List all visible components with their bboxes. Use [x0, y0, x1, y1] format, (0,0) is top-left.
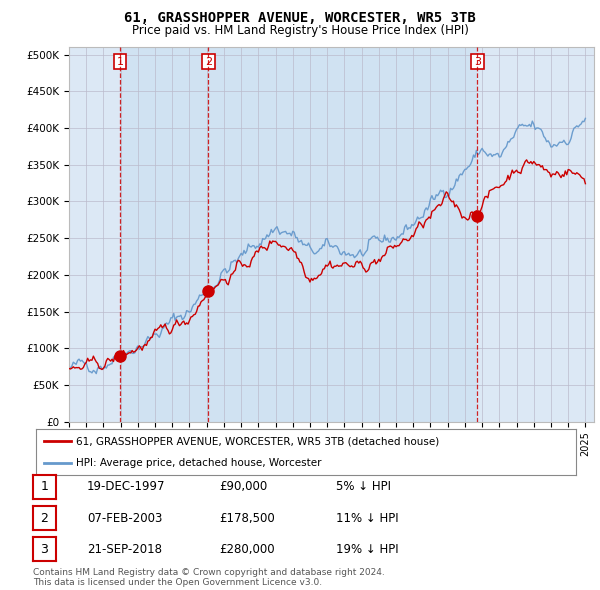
- Text: 3: 3: [474, 57, 481, 67]
- Text: 19% ↓ HPI: 19% ↓ HPI: [336, 543, 398, 556]
- Text: 3: 3: [40, 543, 49, 556]
- Text: Price paid vs. HM Land Registry's House Price Index (HPI): Price paid vs. HM Land Registry's House …: [131, 24, 469, 37]
- Text: £280,000: £280,000: [219, 543, 275, 556]
- Text: HPI: Average price, detached house, Worcester: HPI: Average price, detached house, Worc…: [77, 457, 322, 467]
- Text: 61, GRASSHOPPER AVENUE, WORCESTER, WR5 3TB: 61, GRASSHOPPER AVENUE, WORCESTER, WR5 3…: [124, 11, 476, 25]
- Text: 19-DEC-1997: 19-DEC-1997: [87, 480, 166, 493]
- Text: 2: 2: [40, 512, 49, 525]
- Text: 11% ↓ HPI: 11% ↓ HPI: [336, 512, 398, 525]
- Text: £90,000: £90,000: [219, 480, 267, 493]
- Text: 2: 2: [205, 57, 212, 67]
- Text: 21-SEP-2018: 21-SEP-2018: [87, 543, 162, 556]
- Bar: [120, 47, 208, 422]
- Text: 07-FEB-2003: 07-FEB-2003: [87, 512, 163, 525]
- Text: 5% ↓ HPI: 5% ↓ HPI: [336, 480, 391, 493]
- Text: 1: 1: [40, 480, 49, 493]
- Text: 61, GRASSHOPPER AVENUE, WORCESTER, WR5 3TB (detached house): 61, GRASSHOPPER AVENUE, WORCESTER, WR5 3…: [77, 437, 440, 447]
- Text: 1: 1: [116, 57, 124, 67]
- Bar: [208, 47, 477, 422]
- Text: Contains HM Land Registry data © Crown copyright and database right 2024.
This d: Contains HM Land Registry data © Crown c…: [33, 568, 385, 587]
- Text: £178,500: £178,500: [219, 512, 275, 525]
